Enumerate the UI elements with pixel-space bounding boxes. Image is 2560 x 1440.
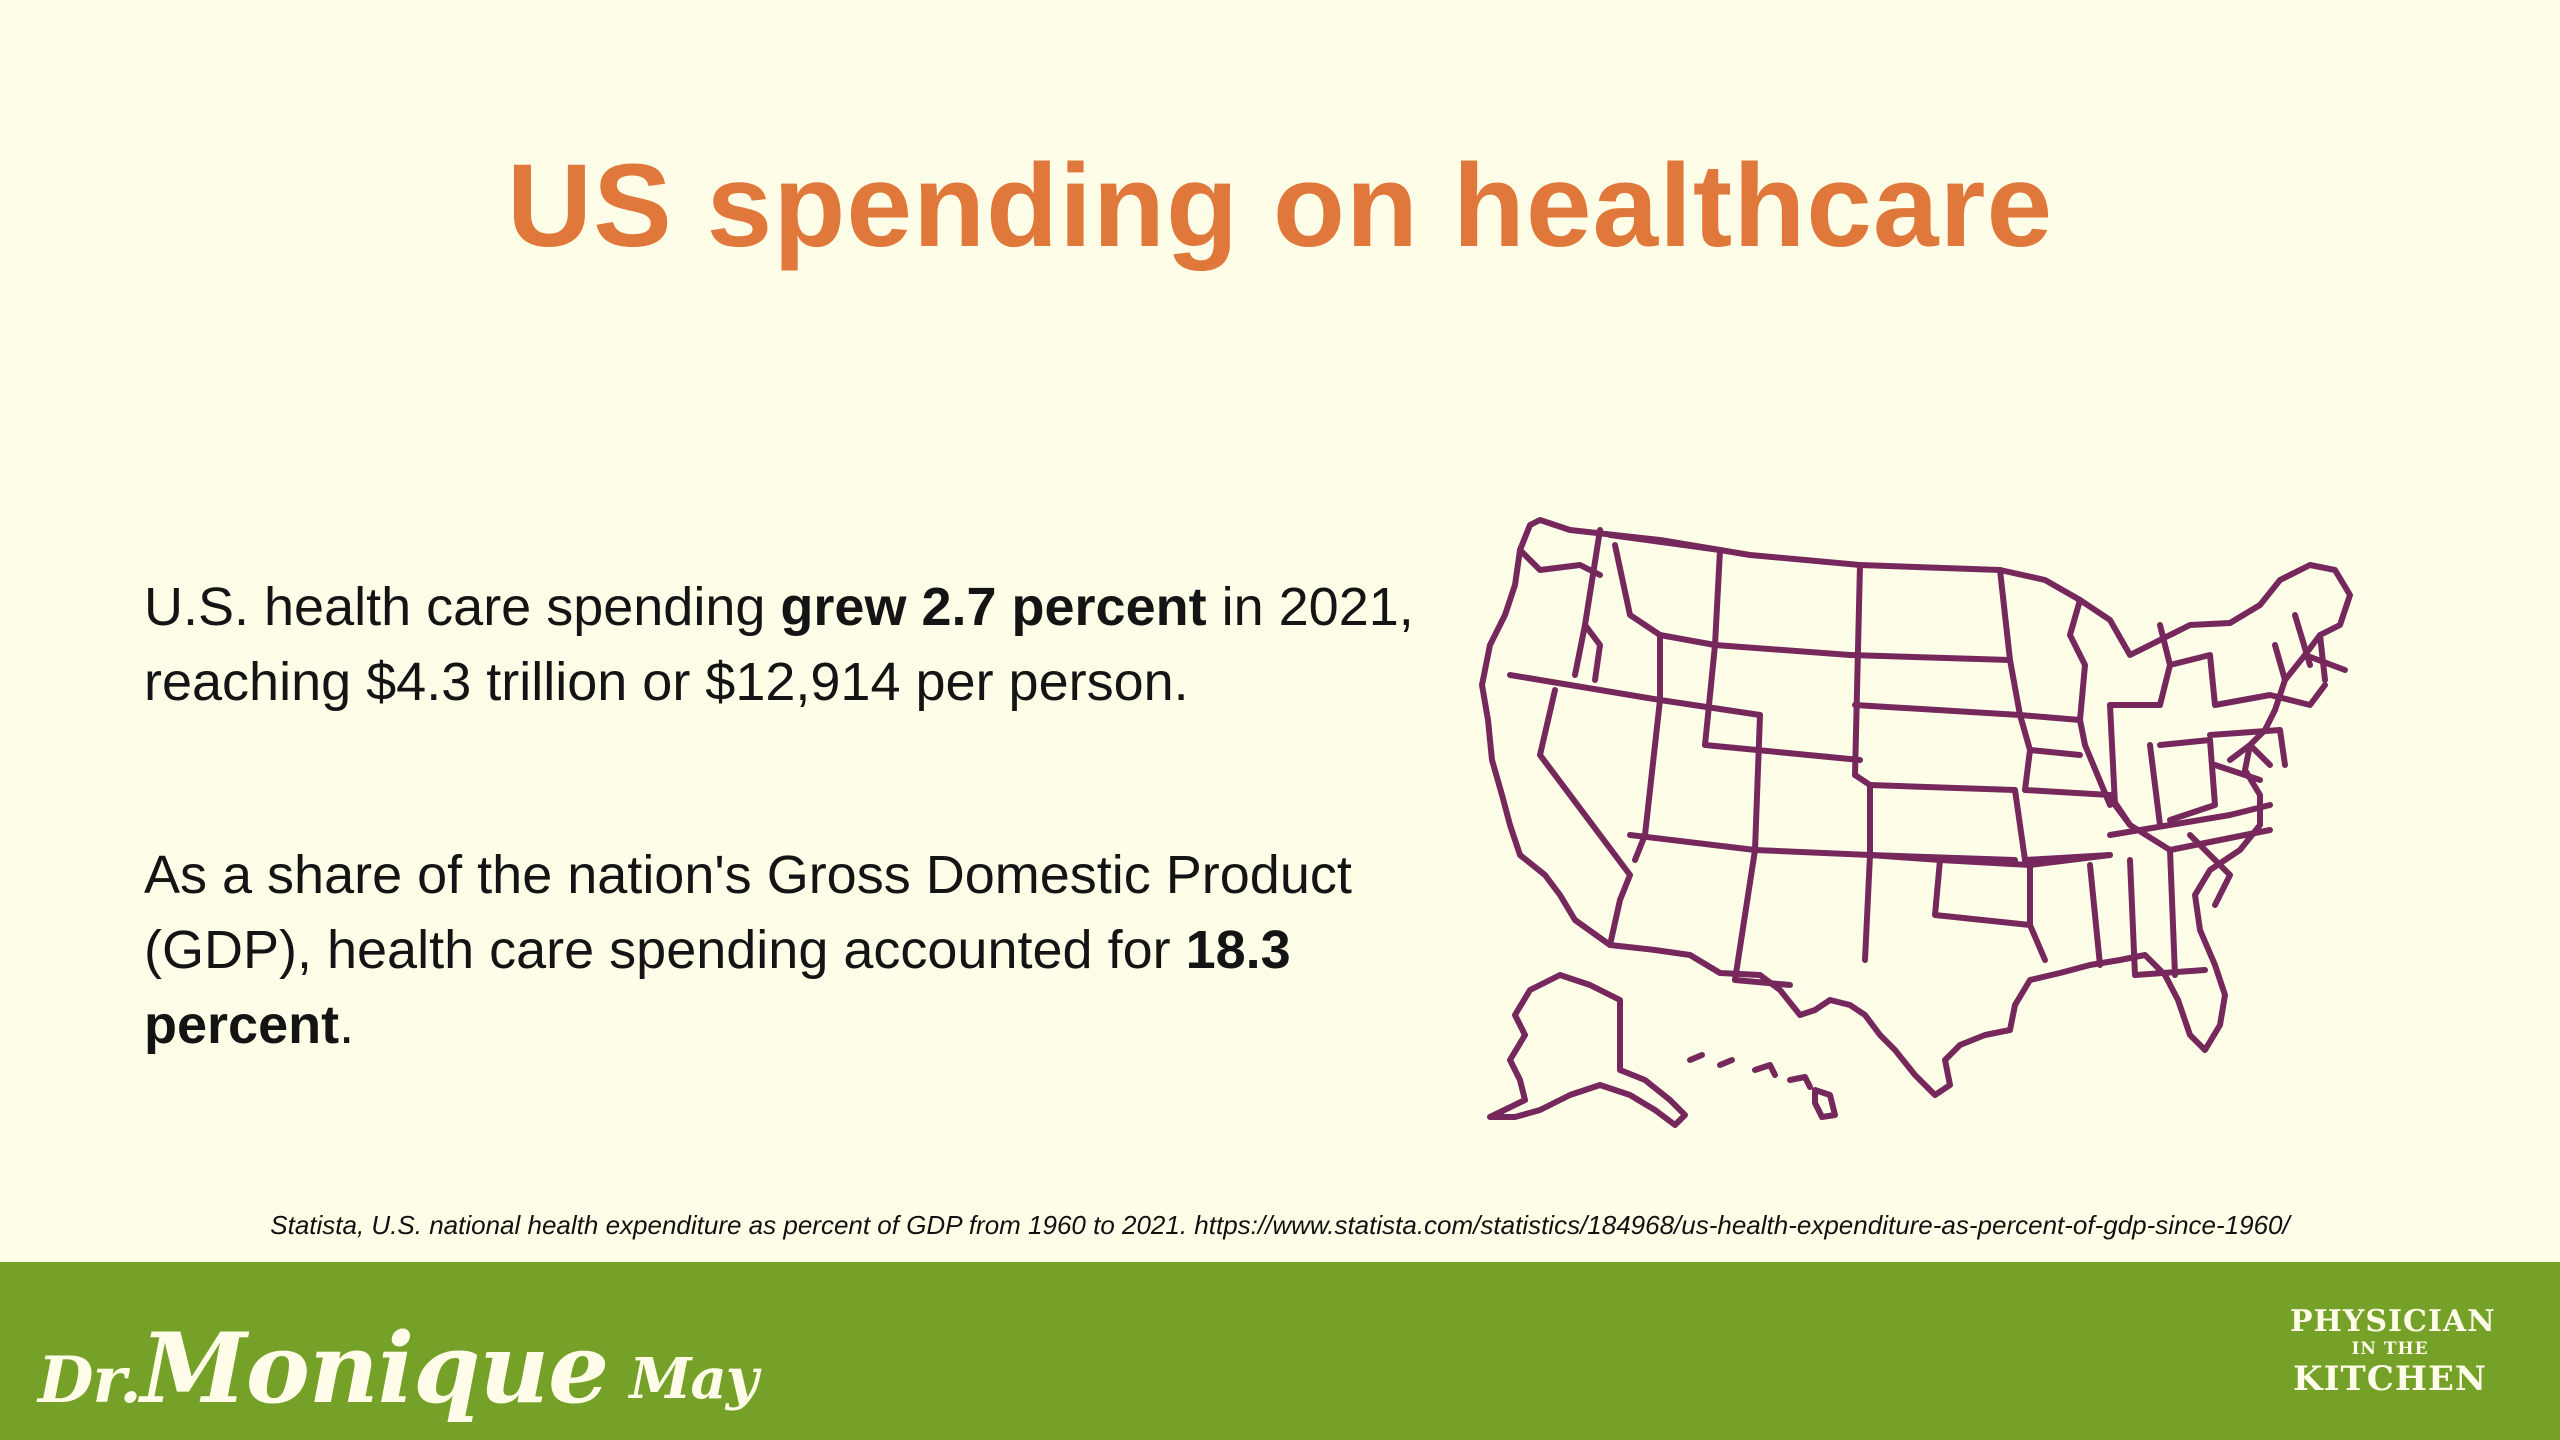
logo-right-line3: KITCHEN (2293, 1359, 2487, 1399)
logo-right-line2: IN THE (2351, 1339, 2429, 1359)
slide-title: US spending on healthcare (506, 140, 2054, 272)
paragraph-gdp-share: As a share of the nation's Gross Domesti… (144, 838, 1464, 1063)
logo-name-first: Monique (140, 1312, 610, 1425)
logo-prefix: Dr. (38, 1343, 142, 1418)
p2-text-start: As a share of the nation's Gross Domesti… (144, 845, 1352, 980)
p1-text-end: in 2021, reaching $4.3 trillion or $12,9… (144, 577, 1414, 712)
footer-bar: Dr.Monique May PHYSICIAN IN THE KITCHEN (0, 1262, 2560, 1440)
p1-highlight: grew 2.7 percent (780, 577, 1207, 637)
physician-in-the-kitchen-logo: PHYSICIAN IN THE KITCHEN (2290, 1304, 2496, 1399)
logo-right-line1: PHYSICIAN (2290, 1304, 2496, 1339)
us-states-map-icon (1479, 517, 2353, 1128)
p2-highlight: 18.3 percent (144, 920, 1291, 1055)
p1-text-start: U.S. health care spending (144, 577, 781, 637)
p2-text-end: . (339, 995, 355, 1055)
paragraph-spending-growth: U.S. health care spending grew 2.7 perce… (144, 570, 1464, 720)
source-citation: Statista, U.S. national health expenditu… (270, 1210, 2290, 1240)
logo-name-second: May (629, 1346, 758, 1412)
dr-monique-may-logo: Dr.Monique May (38, 1312, 758, 1425)
